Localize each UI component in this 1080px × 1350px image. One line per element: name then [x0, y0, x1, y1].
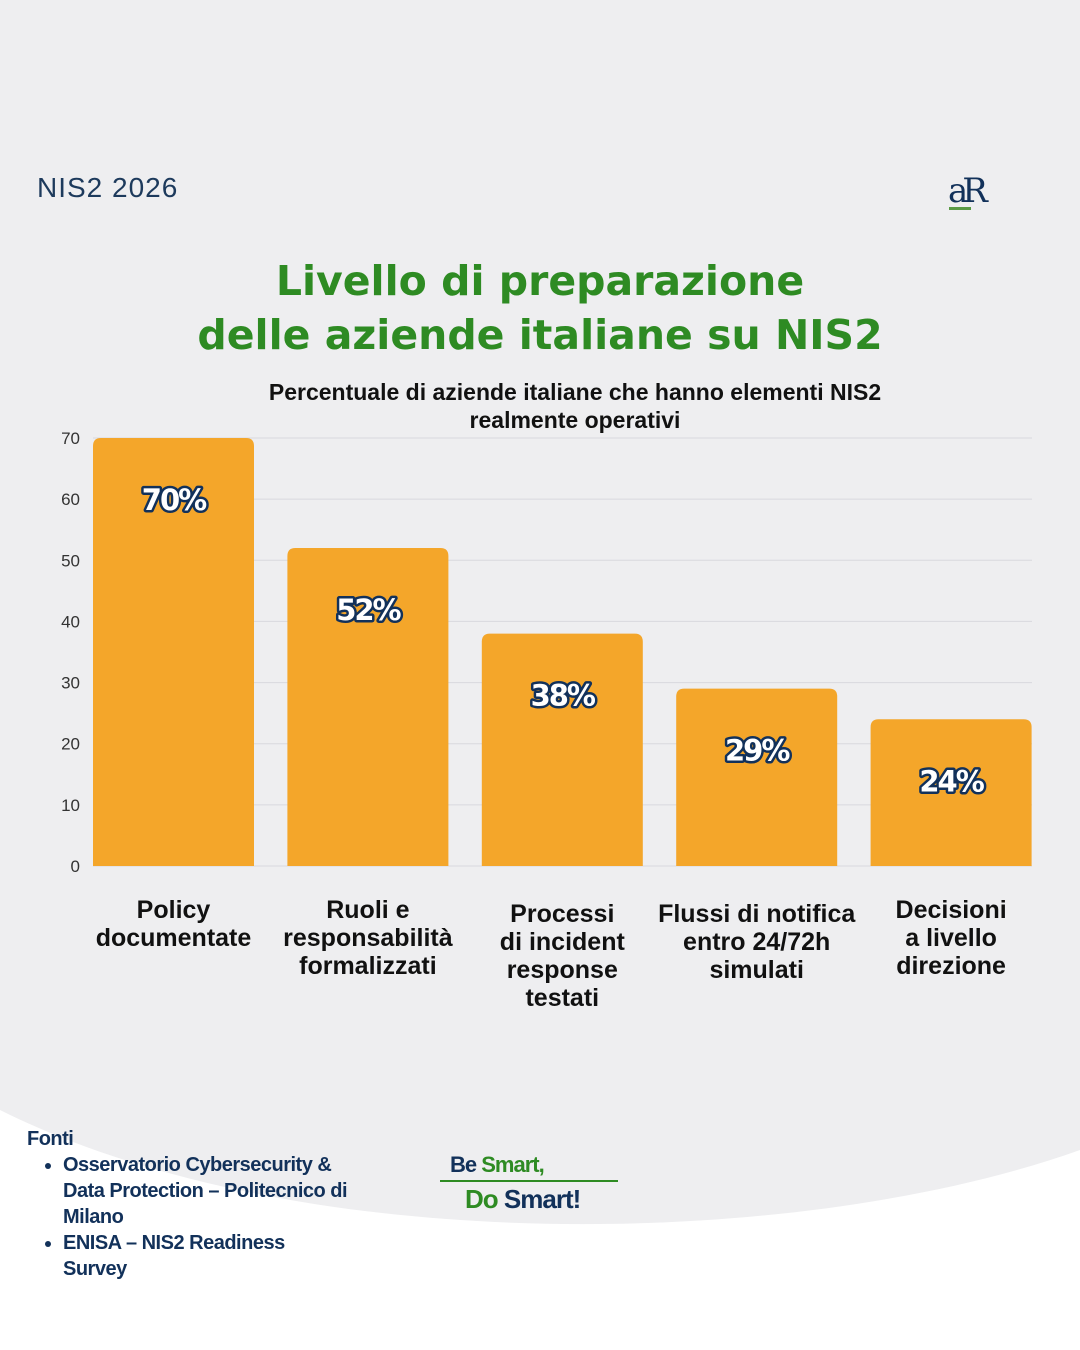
slogan: Be Smart, Do Smart! [440, 1152, 618, 1215]
sources-title: Fonti [27, 1128, 74, 1150]
x-tick-label: documentate [96, 924, 252, 952]
x-tick-label: testati [525, 984, 599, 1012]
x-tick-label: Flussi di notifica [658, 900, 856, 928]
y-tick-label: 30 [61, 674, 80, 693]
x-tick-label: di incident [500, 928, 626, 956]
x-tick-label: entro 24/72h [683, 928, 830, 956]
data-label: 38% [531, 679, 596, 713]
bar [676, 688, 838, 866]
x-tick-label: simulati [709, 956, 803, 984]
ar-logo-icon: aR [948, 171, 995, 211]
bar [870, 719, 1032, 866]
x-tick-label: Ruoli e [326, 896, 409, 924]
source-item: ENISA – NIS2 Readiness Survey [63, 1230, 353, 1282]
y-tick-label: 10 [61, 796, 80, 815]
x-tick-label: Policy [137, 896, 211, 924]
x-tick-label: a livello [905, 924, 997, 952]
page-title: Livello di preparazione delle aziende it… [0, 254, 1080, 362]
title-line: delle aziende italiane su NIS2 [197, 311, 883, 359]
bar [93, 438, 254, 866]
title-line: Livello di preparazione [275, 257, 805, 305]
y-tick-label: 60 [61, 490, 80, 509]
y-tick-label: 50 [61, 551, 80, 570]
data-label: 24% [919, 764, 984, 798]
x-tick-label: responsabilità [283, 924, 453, 952]
chart-title-line: Percentuale di aziende italiane che hann… [268, 379, 882, 405]
logo-text: aR [948, 171, 989, 211]
slogan-smart: Smart! [503, 1184, 581, 1214]
slogan-smart: Smart, [481, 1152, 544, 1177]
x-tick-label: response [507, 956, 618, 984]
y-tick-label: 0 [71, 857, 80, 876]
y-tick-label: 70 [61, 429, 80, 448]
data-label: 29% [725, 734, 790, 768]
data-label: 52% [336, 593, 401, 627]
x-tick-label: Processi [510, 900, 614, 928]
slogan-divider [440, 1180, 618, 1182]
y-tick-label: 40 [61, 612, 80, 631]
bar [287, 548, 449, 866]
x-tick-label: Decisioni [896, 896, 1007, 924]
chart-title: Percentuale di aziende italiane che hann… [150, 378, 1000, 434]
chart-title-line: realmente operativi [469, 407, 681, 433]
x-tick-label: formalizzati [299, 952, 437, 980]
sources: Fonti Osservatorio Cybersecurity & Data … [27, 1126, 353, 1282]
x-tick-label: direzione [896, 952, 1006, 980]
bar [481, 633, 643, 866]
data-label: 70% [142, 483, 207, 517]
series-tag: NIS2 2026 [37, 172, 179, 203]
y-tick-label: 20 [61, 735, 80, 754]
slogan-do: Do [465, 1184, 499, 1214]
slogan-be: Be [450, 1152, 477, 1177]
source-item: Osservatorio Cybersecurity & Data Protec… [63, 1152, 353, 1230]
